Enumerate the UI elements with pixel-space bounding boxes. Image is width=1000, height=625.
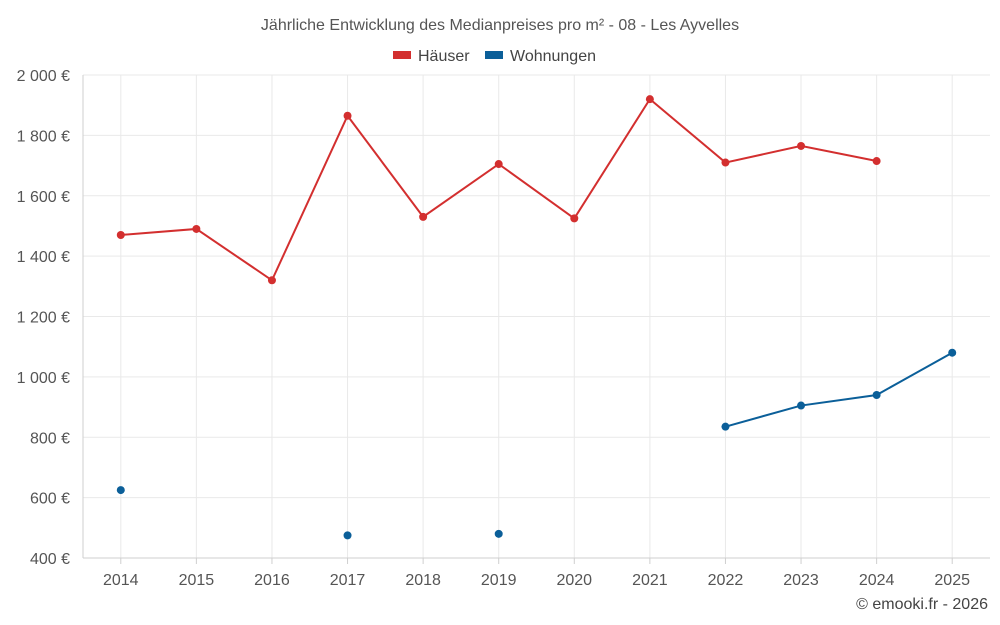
- legend-swatch-wohnungen: [485, 51, 503, 59]
- credit-text: © emooki.fr - 2026: [856, 596, 988, 613]
- x-tick-label: 2014: [103, 572, 139, 589]
- legend-swatch-haeuser: [393, 51, 411, 59]
- data-point: [343, 111, 352, 120]
- y-tick-label: 1 200 €: [17, 310, 70, 327]
- data-point: [721, 422, 730, 431]
- data-point: [267, 276, 276, 285]
- chart-title: Jährliche Entwicklung des Medianpreises …: [261, 17, 739, 34]
- y-tick-label: 600 €: [30, 491, 70, 508]
- data-point: [721, 158, 730, 167]
- x-tick-label: 2015: [179, 572, 215, 589]
- data-point: [494, 160, 503, 169]
- data-point: [797, 141, 806, 150]
- data-point: [494, 529, 503, 538]
- data-point: [419, 212, 428, 221]
- x-tick-label: 2023: [783, 572, 819, 589]
- x-tick-label: 2020: [556, 572, 592, 589]
- x-tick-label: 2018: [405, 572, 441, 589]
- x-tick-label: 2021: [632, 572, 668, 589]
- data-point: [192, 224, 201, 233]
- y-tick-label: 800 €: [30, 430, 70, 447]
- data-point: [872, 390, 881, 399]
- y-tick-label: 400 €: [30, 551, 70, 568]
- x-tick-label: 2024: [859, 572, 895, 589]
- x-tick-label: 2016: [254, 572, 290, 589]
- series-wohnungen: [116, 348, 957, 540]
- y-tick-label: 1 600 €: [17, 189, 70, 206]
- grid: [83, 74, 990, 558]
- y-tick-label: 2 000 €: [17, 68, 70, 85]
- axes: 400 € 600 € 800 € 1 000 € 1 200 € 1 400 € 1 60…: [17, 68, 990, 589]
- y-tick-label: 1 000 €: [17, 370, 70, 387]
- legend-label-haeuser: Häuser: [418, 48, 470, 65]
- data-point: [343, 531, 352, 540]
- data-point: [570, 214, 579, 223]
- x-tick-label: 2017: [330, 572, 366, 589]
- legend-item-wohnungen[interactable]: Wohnungen: [485, 48, 596, 65]
- series: [116, 95, 957, 540]
- legend-item-haeuser[interactable]: Häuser: [393, 48, 470, 65]
- data-point: [116, 230, 125, 239]
- legend-label-wohnungen: Wohnungen: [510, 48, 596, 65]
- series-line: [725, 351, 953, 428]
- series-haeuser: [116, 95, 881, 285]
- x-tick-label: 2025: [934, 572, 970, 589]
- y-tick-label: 1 400 €: [17, 249, 70, 266]
- data-point: [872, 157, 881, 166]
- x-tick-label: 2019: [481, 572, 517, 589]
- data-point: [948, 348, 957, 357]
- x-tick-label: 2022: [708, 572, 744, 589]
- data-point: [116, 486, 125, 495]
- legend: Häuser Wohnungen: [393, 48, 596, 65]
- y-tick-label: 1 800 €: [17, 128, 70, 145]
- data-point: [645, 95, 654, 104]
- data-point: [797, 401, 806, 410]
